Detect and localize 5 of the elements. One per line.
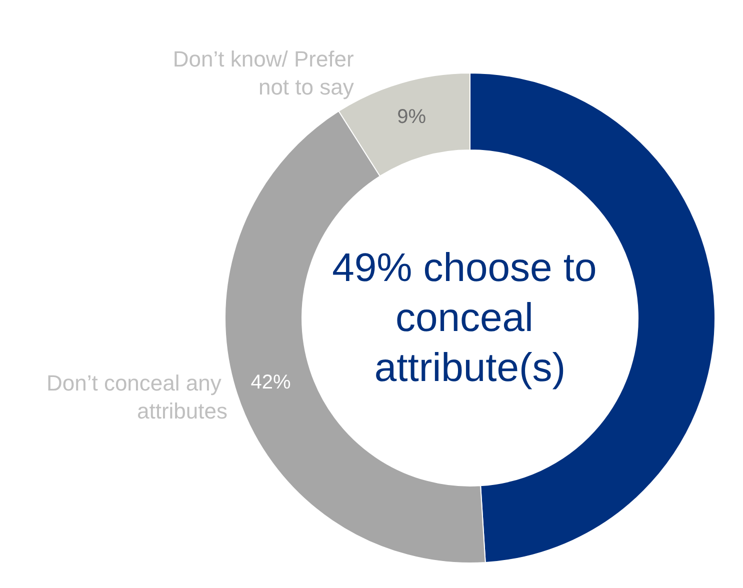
slice-label: Don’t know/ Prefer not to say — [172, 46, 354, 100]
slice-label: Don’t conceal any attributes — [46, 370, 228, 424]
data-label: 9% — [397, 106, 426, 128]
text: 49% choose to conceal attribute(s) — [332, 246, 608, 390]
data-label: 42% — [250, 372, 291, 394]
